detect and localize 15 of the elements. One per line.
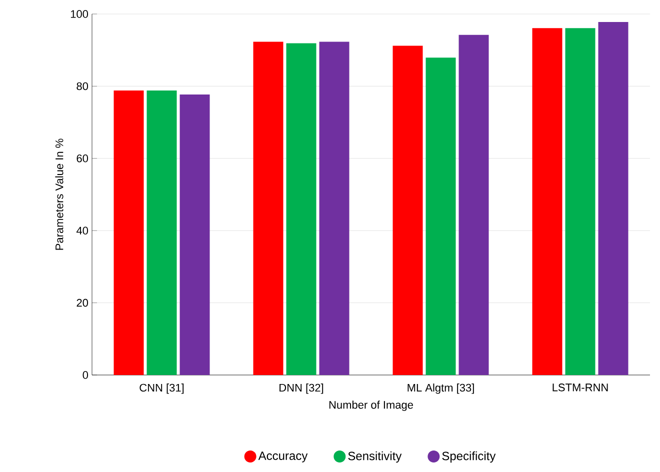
x-tick-label: LSTM-RNN xyxy=(552,384,608,392)
legend-label: Specificity xyxy=(442,451,496,463)
legend-label: Sensitivity xyxy=(348,451,402,463)
x-tick-label: CNN [31] xyxy=(140,384,184,394)
y-tick-label: 0 xyxy=(82,371,88,379)
y-tick-label: 40 xyxy=(76,226,88,234)
y-tick-label: 100 xyxy=(70,10,88,18)
x-tick-label: DNN [32] xyxy=(280,384,324,394)
y-tick-label: 60 xyxy=(76,154,88,162)
y-tick-label: 80 xyxy=(76,82,88,90)
y-axis-title: Parameters Value In % xyxy=(55,138,64,250)
y-tick-label: 20 xyxy=(76,298,88,307)
x-tick-label: ML Algtm [33] xyxy=(408,384,474,394)
legend-label: Accuracy xyxy=(258,452,308,462)
x-axis-title: Number of Image xyxy=(329,400,413,411)
